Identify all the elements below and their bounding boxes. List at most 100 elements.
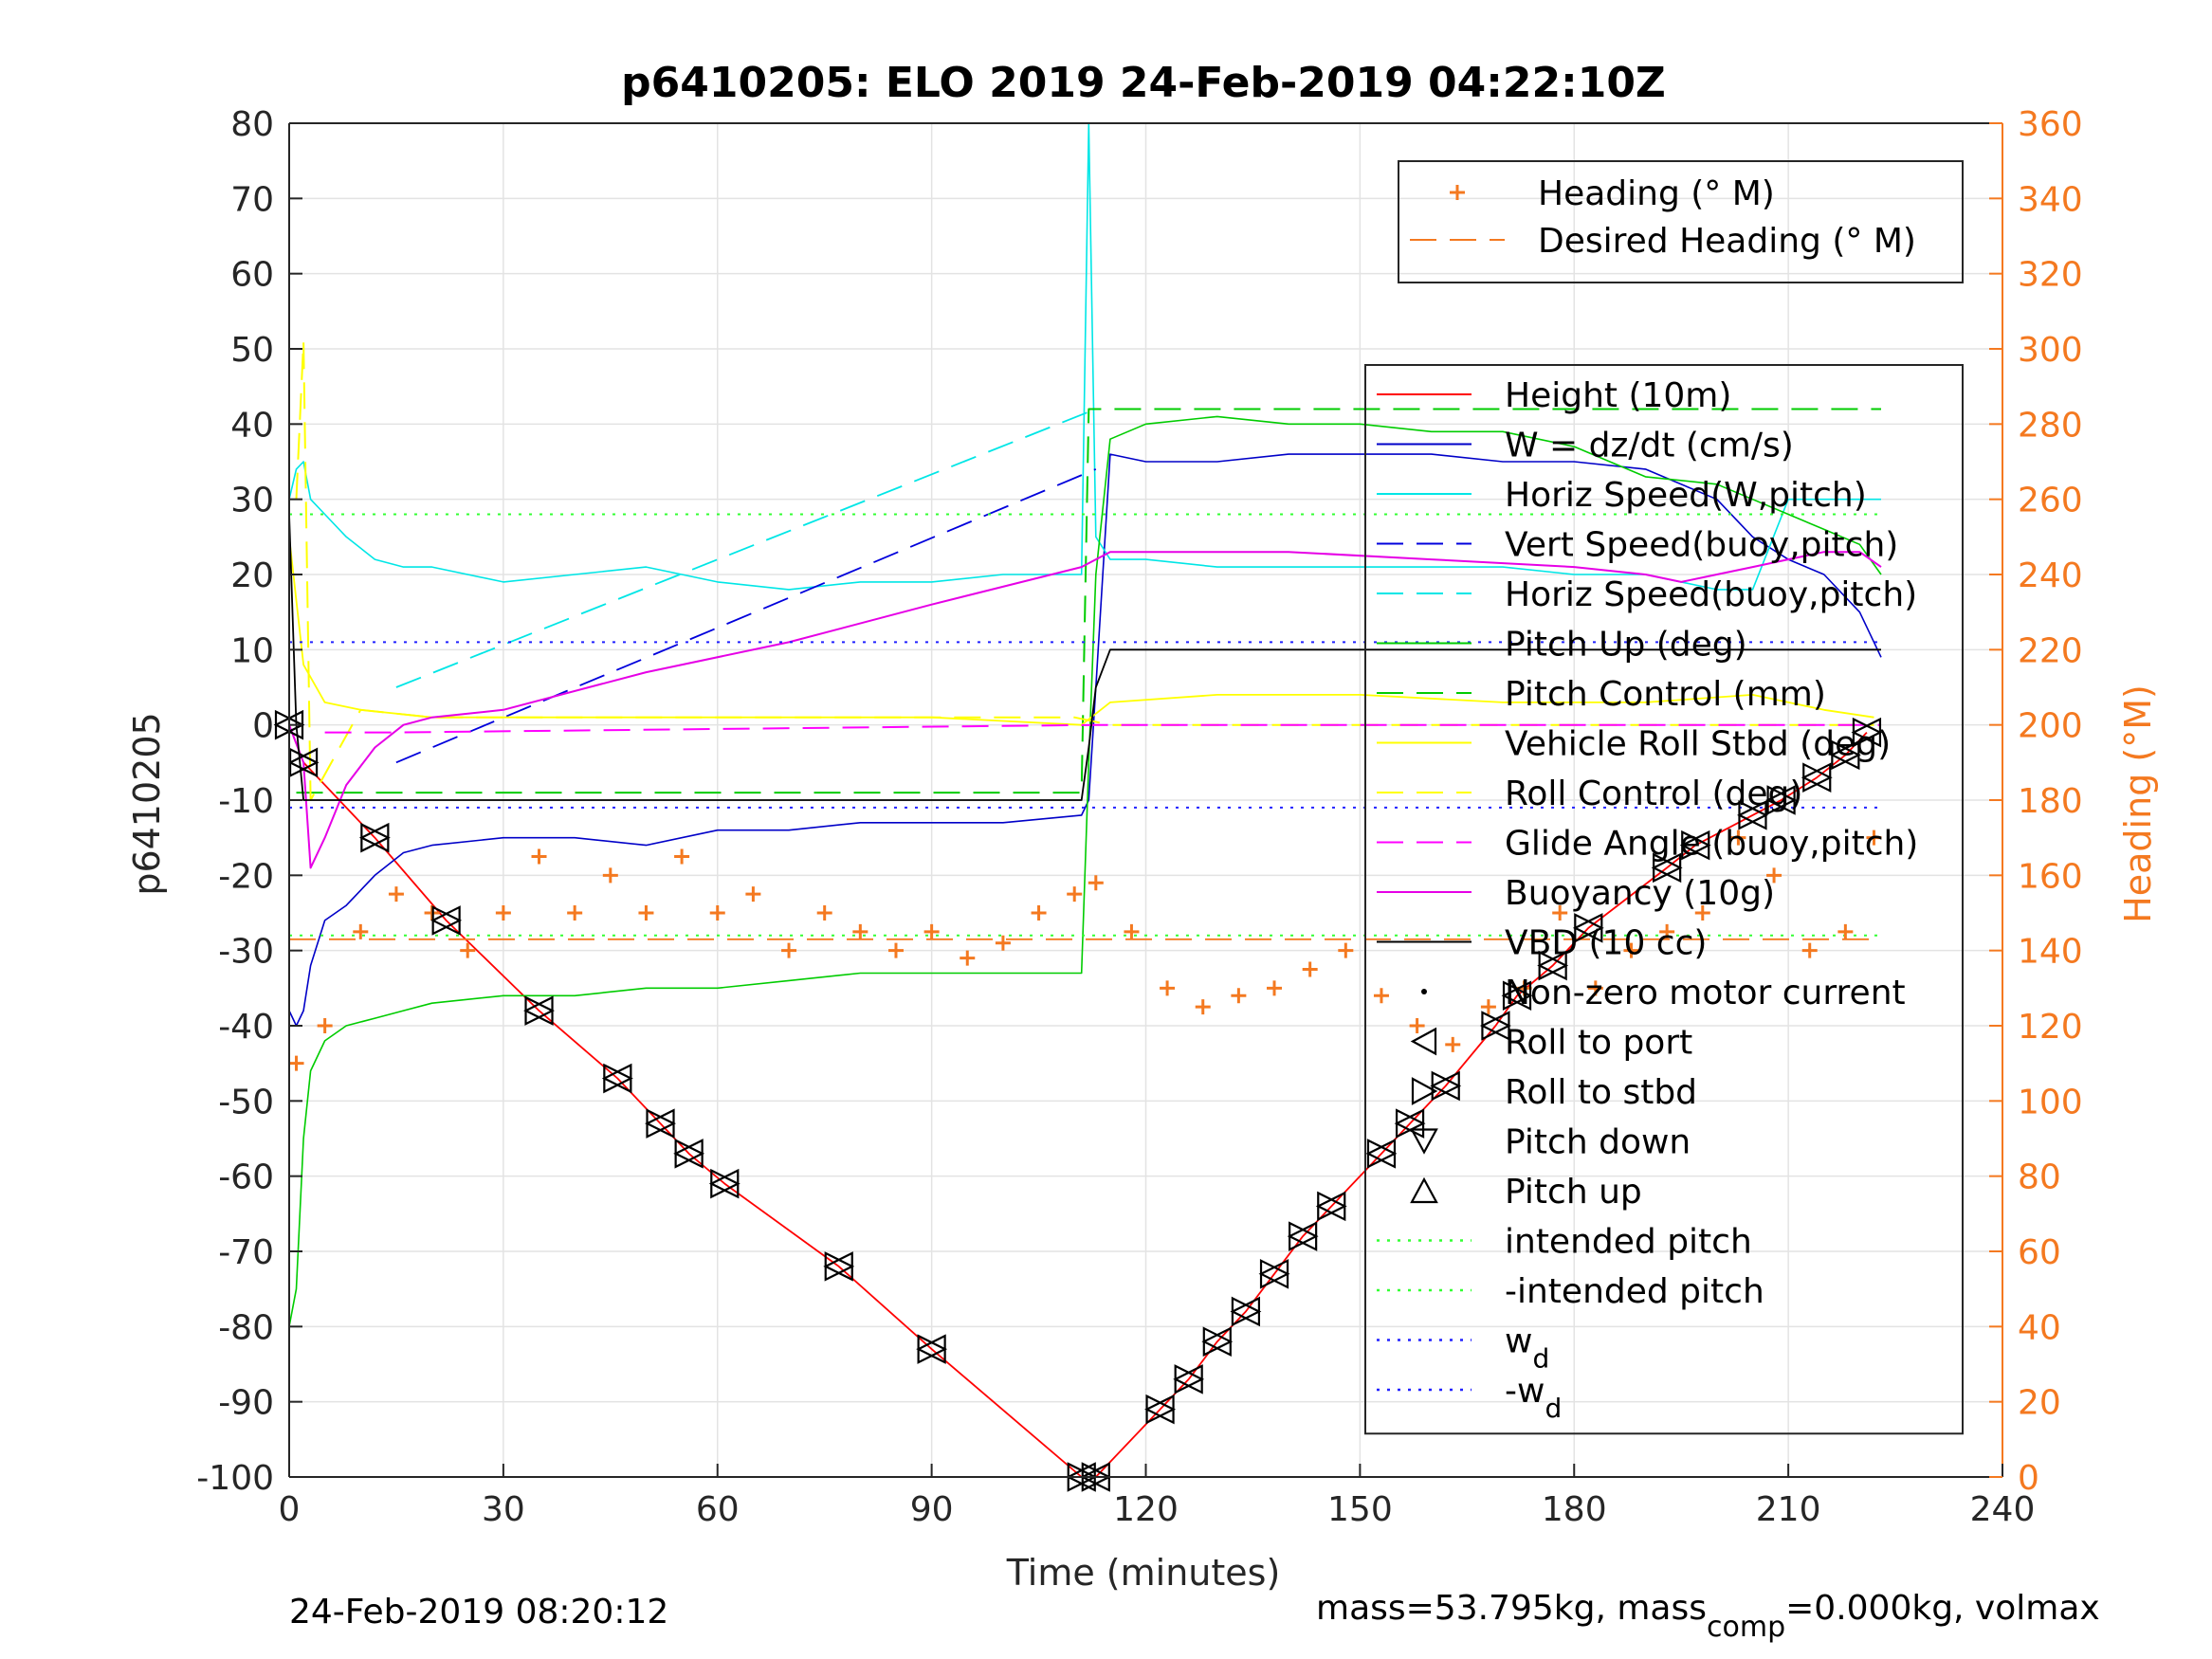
y-right-tick-label: 280 bbox=[2018, 406, 2083, 445]
heading-point bbox=[1302, 961, 1318, 977]
legend-entry-label: Pitch Control (mm) bbox=[1505, 675, 1826, 714]
series-horiz-speed-buoy-pitch bbox=[395, 408, 1097, 688]
heading-point bbox=[1659, 923, 1675, 939]
legend-entry-subscript: d bbox=[1532, 1343, 1549, 1375]
legend-entry-text: -w bbox=[1505, 1372, 1545, 1411]
y-right-tick-label: 100 bbox=[2018, 1083, 2083, 1121]
legend-entry-text: Roll to stbd bbox=[1505, 1073, 1697, 1112]
y-right-tick-label: 160 bbox=[2018, 857, 2083, 896]
heading-point bbox=[1480, 999, 1496, 1015]
x-tick-label: 90 bbox=[910, 1490, 954, 1529]
series-buoyancy-10g bbox=[288, 551, 1882, 869]
y-tick-label: 10 bbox=[230, 631, 274, 670]
legend-entry-label: Desired Heading (° M) bbox=[1538, 222, 1916, 261]
legend-entry-text: Height (10m) bbox=[1505, 376, 1731, 415]
y-right-tick-label: 80 bbox=[2018, 1158, 2061, 1197]
heading-point bbox=[353, 923, 369, 939]
legend-entry-text: -intended pitch bbox=[1505, 1272, 1764, 1311]
roll-to-port-marker bbox=[1572, 913, 1603, 943]
legend-entry-label: Roll to stbd bbox=[1505, 1073, 1697, 1112]
heading-point bbox=[995, 935, 1011, 951]
heading-point bbox=[1267, 980, 1283, 996]
legend-entry-text: Non-zero motor current bbox=[1505, 974, 1906, 1012]
legend-entry-text: Buoyancy (10g) bbox=[1505, 874, 1775, 913]
axes: 0 30 60 90 120 150 180 210 240-100-90-80-70-60-5… bbox=[196, 105, 2082, 1529]
legend-entry-text: W = dz/dt (cm/s) bbox=[1505, 427, 1794, 465]
heading-point bbox=[1067, 886, 1083, 902]
heading-point bbox=[602, 867, 618, 884]
y-right-tick-label: 300 bbox=[2018, 331, 2083, 370]
heading-point bbox=[1409, 1018, 1425, 1033]
y-tick-label: -50 bbox=[218, 1083, 274, 1121]
y-tick-label: 50 bbox=[230, 331, 274, 370]
legend-entry-label: wd bbox=[1505, 1322, 1549, 1375]
legend-swatch bbox=[1410, 1027, 1437, 1056]
y-tick-label: 70 bbox=[230, 180, 274, 219]
heading-point bbox=[1694, 905, 1710, 921]
roll-to-port-marker bbox=[1679, 830, 1710, 861]
heading-point bbox=[1373, 988, 1389, 1004]
y-tick-label: 30 bbox=[230, 482, 274, 520]
y-tick-label: 20 bbox=[230, 556, 274, 595]
legend-entry-label: -wd bbox=[1505, 1372, 1562, 1424]
series-roll-control-deg bbox=[295, 340, 1874, 801]
series-vbd-10-cc bbox=[288, 514, 1881, 801]
y-tick-label: -20 bbox=[218, 857, 274, 896]
y-tick-label: 80 bbox=[230, 105, 274, 144]
y-tick-label: -30 bbox=[218, 933, 274, 972]
heading-point bbox=[1445, 1036, 1461, 1052]
y-tick-label: -100 bbox=[196, 1459, 274, 1498]
heading-point bbox=[709, 905, 725, 921]
y-tick-label: 60 bbox=[230, 256, 274, 295]
y-axis-label: p6410205 bbox=[126, 712, 168, 895]
roll-to-port-marker bbox=[430, 905, 461, 936]
footer-timestamp: 24-Feb-2019 08:20:12 bbox=[289, 1593, 668, 1632]
heading-point bbox=[674, 848, 690, 865]
y-tick-label: -90 bbox=[218, 1384, 274, 1423]
y-axis-right-label: Heading (°M) bbox=[2117, 684, 2159, 923]
legend-swatch bbox=[1450, 185, 1465, 200]
y-right-tick-label: 240 bbox=[2018, 556, 2083, 595]
heading-point bbox=[960, 950, 976, 966]
heading-point bbox=[388, 886, 404, 902]
heading-point bbox=[317, 1018, 333, 1033]
y-right-tick-label: 120 bbox=[2018, 1008, 2083, 1047]
roll-to-port-marker bbox=[601, 1063, 632, 1094]
y-tick-label: 40 bbox=[230, 406, 274, 445]
legend-entry-label: Horiz Speed(W,pitch) bbox=[1505, 476, 1867, 515]
roll-to-port-marker bbox=[1851, 717, 1882, 748]
roll-to-port-marker bbox=[1258, 1259, 1289, 1289]
series-vert-speed-buoy-pitch bbox=[395, 468, 1097, 764]
roll-to-port-marker bbox=[645, 1108, 675, 1139]
roll-to-port-marker bbox=[823, 1251, 853, 1282]
legend-entry-label: Non-zero motor current bbox=[1505, 974, 1906, 1012]
y-tick-label: -60 bbox=[218, 1158, 274, 1197]
x-axis-label: Time (minutes) bbox=[1006, 1552, 1281, 1594]
legend-entry-label: W = dz/dt (cm/s) bbox=[1505, 427, 1794, 465]
legend-main: Height (10m) W = dz/dt (cm/s) Horiz Speed(… bbox=[1364, 364, 1964, 1435]
legend-entry-label: -intended pitch bbox=[1505, 1272, 1764, 1311]
roll-to-port-marker bbox=[673, 1139, 704, 1169]
y-right-tick-label: 200 bbox=[2018, 707, 2083, 746]
legend-entry-label: Roll Control (deg) bbox=[1505, 775, 1802, 813]
heading-point bbox=[1088, 875, 1104, 891]
legend-swatch bbox=[1421, 989, 1427, 994]
x-tick-label: 150 bbox=[1327, 1490, 1393, 1529]
x-tick-label: 30 bbox=[482, 1490, 525, 1529]
heading-point bbox=[638, 905, 654, 921]
chart-title: p6410205: ELO 2019 24-Feb-2019 04:22:10Z bbox=[621, 59, 1666, 107]
legend-entry-label: intended pitch bbox=[1505, 1223, 1752, 1262]
y-right-tick-label: 180 bbox=[2018, 782, 2083, 821]
y-right-tick-label: 60 bbox=[2018, 1233, 2061, 1272]
legend-entry-text: Roll to port bbox=[1505, 1024, 1692, 1063]
legend-box bbox=[1364, 364, 1964, 1435]
legend-entry-label: Pitch up bbox=[1505, 1173, 1642, 1212]
roll-to-port-marker bbox=[1765, 785, 1796, 815]
legend-entry-label: Pitch down bbox=[1505, 1123, 1691, 1162]
y-tick-label: -80 bbox=[218, 1308, 274, 1347]
legend-entry-text: Vert Speed(buoy,pitch) bbox=[1505, 526, 1898, 565]
footer-mass-part2: =0.000kg, volmax bbox=[1785, 1589, 2100, 1628]
heading-point bbox=[1552, 905, 1568, 921]
roll-to-port-marker bbox=[358, 822, 390, 853]
